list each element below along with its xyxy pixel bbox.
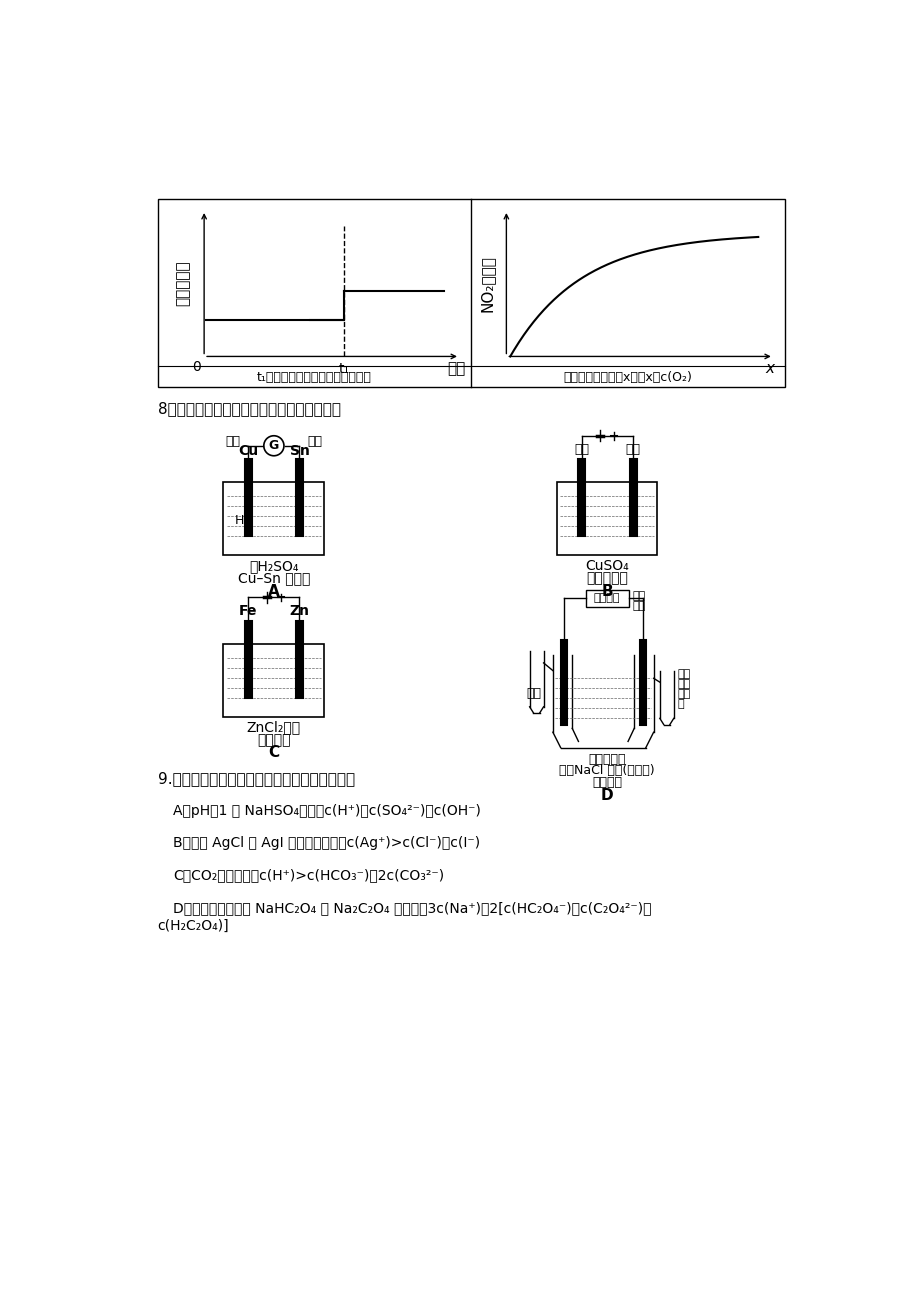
Text: C: C [268, 746, 279, 760]
Text: 负极: 负极 [225, 435, 240, 448]
Text: Cu–Sn 原电池: Cu–Sn 原电池 [237, 572, 310, 585]
Bar [223, 482, 323, 555]
Text: 淀: 淀 [677, 699, 684, 710]
Text: 精铜: 精铜 [573, 443, 588, 456]
Text: 精铜的精炼: 精铜的精炼 [585, 572, 628, 585]
Text: CuSO₄: CuSO₄ [584, 559, 629, 573]
Text: 钾液: 钾液 [677, 690, 690, 699]
Text: 铁棒: 铁棒 [526, 687, 540, 700]
Text: D: D [600, 788, 613, 803]
Text: t₁时仅加入催化剂，平衡正向移动: t₁时仅加入催化剂，平衡正向移动 [256, 371, 371, 384]
Text: t₁: t₁ [338, 362, 349, 376]
Text: B: B [601, 583, 612, 599]
Text: 电解产物: 电解产物 [592, 776, 621, 789]
Text: A: A [267, 583, 279, 599]
Bar [585, 590, 629, 607]
Text: C．CO₂的水溶液：c(H⁺)>c(HCO₃⁻)＝2c(CO₃²⁻): C．CO₂的水溶液：c(H⁺)>c(HCO₃⁻)＝2c(CO₃²⁻) [173, 868, 444, 883]
Bar [556, 482, 657, 555]
Text: B．含有 AgCl 和 AgI 固体的悬浊液：c(Ag⁺)>c(Cl⁻)＝c(I⁻): B．含有 AgCl 和 AgI 固体的悬浊液：c(Ag⁺)>c(Cl⁻)＝c(I… [173, 836, 480, 850]
Text: 达平衡时，仅改变x，则x为c(O₂): 达平衡时，仅改变x，则x为c(O₂) [563, 371, 692, 384]
Text: Sn: Sn [289, 444, 309, 458]
Bar [639, 639, 645, 724]
Text: 时间: 时间 [447, 361, 465, 376]
Text: 0: 0 [192, 361, 200, 374]
Text: 正反应速率: 正反应速率 [175, 260, 189, 306]
Bar [157, 199, 785, 387]
Bar [560, 639, 566, 724]
Text: 碳棒: 碳棒 [632, 600, 645, 611]
Text: 铁片镀锌: 铁片镀锌 [256, 733, 290, 747]
Text: Fe: Fe [239, 604, 257, 618]
Text: G: G [268, 439, 278, 452]
Bar [245, 621, 252, 698]
Bar [629, 458, 636, 536]
Text: 8．下图有关电化学的示意图正确的是（　）: 8．下图有关电化学的示意图正确的是（ ） [157, 401, 340, 417]
Bar [296, 621, 303, 698]
Text: 稀H₂SO₄: 稀H₂SO₄ [249, 559, 299, 573]
Text: 粗铜: 粗铜 [625, 443, 640, 456]
Text: 9.下列有关电解质溶液中粒子浓度关系正确的是: 9.下列有关电解质溶液中粒子浓度关系正确的是 [157, 771, 355, 786]
Text: ZnCl₂溶液: ZnCl₂溶液 [246, 720, 301, 734]
Text: Zn: Zn [289, 604, 309, 618]
Text: c(H₂C₂O₄)]: c(H₂C₂O₄)] [157, 919, 229, 934]
Text: A．pH＝1 的 NaHSO₄溶液：c(H⁺)＝c(SO₄²⁻)＋c(OH⁻): A．pH＝1 的 NaHSO₄溶液：c(H⁺)＝c(SO₄²⁻)＋c(OH⁻) [173, 803, 481, 818]
Text: D．含等物质的量的 NaHC₂O₄ 和 Na₂C₂O₄ 的溶液：3c(Na⁺)＝2[c(HC₂O₄⁻)＋c(C₂O₄²⁻)＋: D．含等物质的量的 NaHC₂O₄ 和 Na₂C₂O₄ 的溶液：3c(Na⁺)＝… [173, 901, 651, 915]
Bar [578, 458, 584, 536]
Text: 电流: 电流 [632, 591, 645, 602]
Text: 正极: 正极 [307, 435, 322, 448]
Text: 直流电源: 直流电源 [594, 594, 619, 603]
Text: 饱和食盐水: 饱和食盐水 [588, 753, 625, 766]
Text: Cu: Cu [238, 444, 258, 458]
Text: 验证NaCl 溶液(含酶酰): 验证NaCl 溶液(含酶酰) [559, 764, 654, 777]
Text: x: x [765, 361, 774, 376]
Bar [245, 458, 252, 536]
Text: NO₂转化率: NO₂转化率 [479, 255, 494, 311]
Bar [223, 643, 323, 717]
Text: 碘粉: 碘粉 [677, 669, 690, 680]
Text: H₂: H₂ [235, 514, 249, 527]
Text: 化溶: 化溶 [677, 680, 690, 690]
Bar [296, 458, 303, 536]
